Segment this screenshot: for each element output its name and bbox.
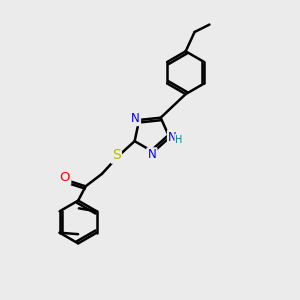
Text: N: N xyxy=(148,148,156,161)
Text: O: O xyxy=(60,171,70,184)
Text: N: N xyxy=(168,131,177,144)
Text: S: S xyxy=(112,148,121,162)
Text: H: H xyxy=(175,135,183,145)
Text: N: N xyxy=(131,112,140,125)
